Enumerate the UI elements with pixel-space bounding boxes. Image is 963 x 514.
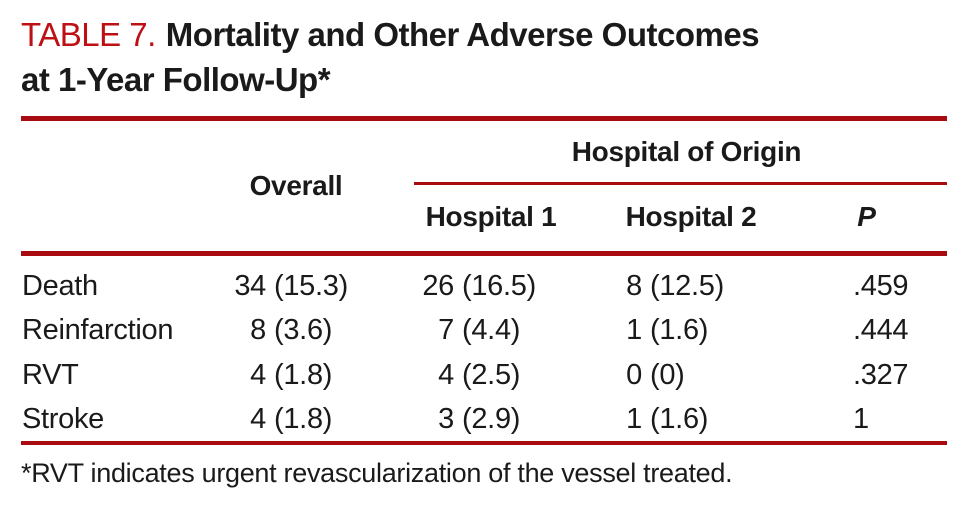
table-body: Death 34 (15.3) 26 (16.5) 8 (12.5) .459 Rei… xyxy=(21,254,947,443)
cell-count: 4 xyxy=(250,402,266,435)
cell-count: 4 xyxy=(438,358,454,391)
table-header: Overall Hospital of Origin Hospital 1 Ho… xyxy=(21,118,947,256)
cell-hospital-1: 26 (16.5) xyxy=(386,254,596,308)
header-overall: Overall xyxy=(206,118,386,256)
cell-overall: 4 (1.8) xyxy=(206,353,386,398)
row-label: Death xyxy=(22,269,98,302)
cell-hospital-1: 4 (2.5) xyxy=(386,353,596,398)
header-hospital-2: Hospital 2 xyxy=(596,182,786,256)
table-title: TABLE 7. Mortality and Other Adverse Outc… xyxy=(21,12,947,102)
table-row-rvt: RVT 4 (1.8) 4 (2.5) 0 (0) .327 xyxy=(21,353,947,398)
header-corner-cell xyxy=(21,118,206,256)
cell-count: 8 xyxy=(626,269,642,302)
cell-count: 34 xyxy=(234,269,266,302)
table-row-death: Death 34 (15.3) 26 (16.5) 8 (12.5) .459 xyxy=(21,254,947,308)
cell-count: 1 xyxy=(626,402,642,435)
header-row-group: Overall Hospital of Origin xyxy=(21,118,947,256)
table-number-label: TABLE 7. xyxy=(21,16,156,53)
cell-hospital-2: 8 (12.5) xyxy=(596,254,786,308)
cell-count: 0 xyxy=(626,358,642,391)
cell-count: 26 xyxy=(422,269,454,302)
header-p-value: P xyxy=(786,182,947,256)
cell-count: 7 xyxy=(438,313,454,346)
header-hospital-1: Hospital 1 xyxy=(386,182,596,256)
cell-overall: 34 (15.3) xyxy=(206,254,386,308)
cell-hospital-1: 7 (4.4) xyxy=(386,308,596,353)
table-row-stroke: Stroke 4 (1.8) 3 (2.9) 1 (1.6) 1 xyxy=(21,398,947,443)
row-label: RVT xyxy=(22,358,79,391)
cell-hospital-2: 1 (1.6) xyxy=(596,308,786,353)
title-line1: Mortality and Other Adverse Outcomes xyxy=(165,16,760,53)
cell-count: 1 xyxy=(626,313,642,346)
cell-overall: 8 (3.6) xyxy=(206,308,386,353)
cell-hospital-2: 1 (1.6) xyxy=(596,398,786,443)
cell-percent: (15.3) xyxy=(274,269,348,302)
title-line2: at 1-Year Follow-Up* xyxy=(21,61,331,98)
row-label: Stroke xyxy=(22,402,105,435)
table-footnote: *RVT indicates urgent revascularization … xyxy=(21,457,733,488)
cell-count: 3 xyxy=(438,402,454,435)
cell-percent: (16.5) xyxy=(462,269,536,302)
cell-percent: (4.4) xyxy=(462,313,521,346)
cell-count: 8 xyxy=(250,313,266,346)
header-row-subcolumns: Hospital 1 Hospital 2 P xyxy=(21,182,947,256)
cell-percent: (3.6) xyxy=(274,313,333,346)
cell-hospital-2: 0 (0) xyxy=(596,353,786,398)
cell-count: 4 xyxy=(250,358,266,391)
cell-p-value: 1 xyxy=(853,402,869,435)
cell-percent: (1.8) xyxy=(274,402,333,435)
cell-percent: (12.5) xyxy=(650,269,724,302)
cell-percent: (1.6) xyxy=(650,313,709,346)
row-label: Reinfarction xyxy=(22,313,174,346)
cell-percent: (2.5) xyxy=(462,358,521,391)
header-hospital-of-origin: Hospital of Origin xyxy=(386,119,947,183)
cell-percent: (2.9) xyxy=(462,402,521,435)
cell-p-value: .327 xyxy=(853,358,909,391)
cell-hospital-1: 3 (2.9) xyxy=(386,398,596,443)
cell-p-value: .444 xyxy=(853,313,909,346)
cell-p-value: .459 xyxy=(853,269,909,302)
outcomes-table: Overall Hospital of Origin Hospital 1 Ho… xyxy=(21,116,947,445)
cell-percent: (1.8) xyxy=(274,358,333,391)
table-row-reinfarction: Reinfarction 8 (3.6) 7 (4.4) 1 (1.6) .444 xyxy=(21,308,947,353)
cell-percent: (1.6) xyxy=(650,402,709,435)
cell-percent: (0) xyxy=(650,358,685,391)
cell-overall: 4 (1.8) xyxy=(206,398,386,443)
